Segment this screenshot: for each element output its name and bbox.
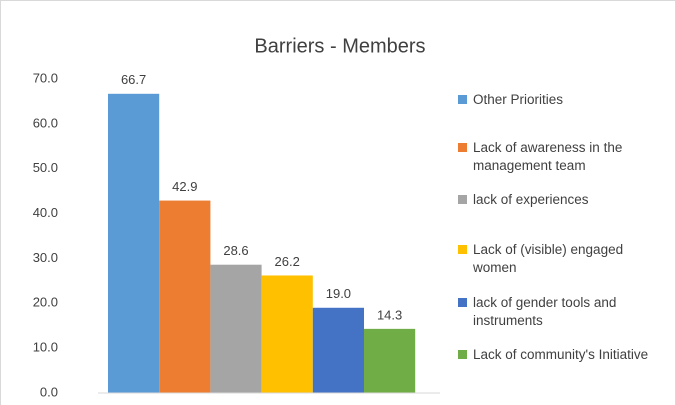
bar [159, 200, 211, 393]
legend-label: Lack of awareness in the management team [473, 140, 623, 173]
legend-entry: Lack of community's Initiative [458, 346, 668, 364]
y-tick-label: 50.0 [33, 160, 58, 175]
data-label: 42.9 [172, 179, 197, 194]
legend-swatch [458, 195, 467, 204]
y-tick-label: 60.0 [33, 115, 58, 130]
legend-label: Lack of (visible) engaged women [473, 242, 624, 275]
bar [210, 264, 262, 393]
legend-entry: lack of experiences [458, 191, 668, 209]
data-label: 66.7 [121, 72, 146, 87]
legend-swatch [458, 350, 467, 359]
legend-entry: lack of gender tools and instruments [458, 294, 668, 330]
legend-label: lack of gender tools and instruments [473, 295, 617, 328]
y-tick-label: 70.0 [33, 70, 58, 85]
data-label: 14.3 [377, 307, 402, 322]
legend-swatch [458, 143, 467, 152]
data-label: 28.6 [223, 243, 248, 258]
bar [364, 328, 416, 393]
legend-entry: Other Priorities [458, 91, 668, 109]
legend-entry: Lack of awareness in the management team [458, 139, 668, 175]
bar [312, 307, 364, 393]
legend-swatch [458, 298, 467, 307]
y-tick-label: 40.0 [33, 205, 58, 220]
legend-label: Other Priorities [473, 92, 564, 107]
legend-label: lack of experiences [473, 192, 589, 207]
bar [261, 275, 313, 393]
chart-title: Barriers - Members [254, 35, 425, 57]
y-tick-label: 20.0 [33, 295, 58, 310]
data-label: 26.2 [275, 254, 300, 269]
legend-swatch [458, 245, 467, 254]
legend-label: Lack of community's Initiative [473, 347, 649, 362]
y-tick-label: 0.0 [40, 384, 58, 399]
y-tick-label: 10.0 [33, 340, 58, 355]
bar [108, 93, 160, 393]
legend-swatch [458, 95, 467, 104]
y-tick-label: 30.0 [33, 250, 58, 265]
data-label: 19.0 [326, 286, 351, 301]
legend-entry: Lack of (visible) engaged women [458, 241, 668, 277]
